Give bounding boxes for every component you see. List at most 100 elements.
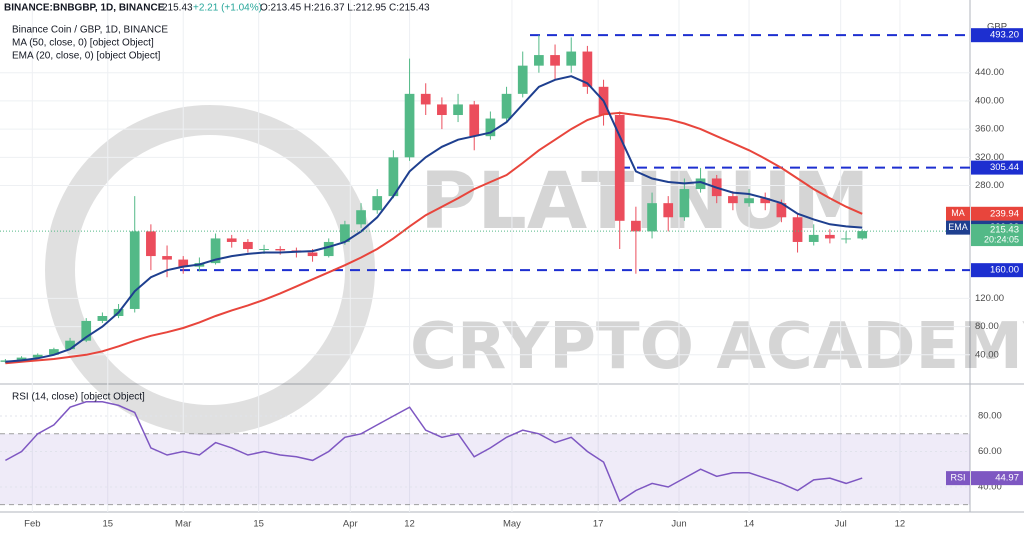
candle-body	[485, 118, 496, 137]
candle-body	[437, 104, 447, 116]
y-tick-label: 80.00	[978, 411, 1002, 422]
candle-body	[259, 249, 269, 251]
candle-body	[372, 196, 383, 211]
candle-body	[825, 234, 835, 239]
candle-body	[243, 241, 253, 250]
candle-body	[550, 55, 560, 66]
x-tick-label: Apr	[343, 519, 358, 530]
legend-entry: EMA (20, close, 0) [object Object]	[12, 51, 161, 62]
candle-body	[534, 55, 544, 66]
x-tick-label: Mar	[175, 519, 191, 530]
indicator-tag-box	[946, 206, 970, 221]
candle-body	[340, 224, 350, 242]
level-badge	[971, 160, 1023, 175]
indicator-line	[5, 111, 863, 365]
candle-body	[841, 238, 851, 240]
candle-body	[32, 354, 43, 358]
candle-body	[792, 217, 803, 242]
candle-body	[420, 93, 431, 105]
candle-body	[679, 189, 690, 218]
candle-body	[307, 252, 318, 257]
candle-body	[356, 210, 366, 225]
candle-body	[760, 198, 771, 204]
plot	[0, 0, 970, 512]
x-tick-label: Jun	[671, 519, 686, 530]
candle-body	[210, 238, 221, 264]
rsi-line	[5, 401, 863, 503]
level-value: 305.44	[990, 162, 1019, 173]
price-badge	[971, 224, 1023, 247]
level-badge	[971, 263, 1023, 278]
rsi-title: RSI (14, close) [object Object]	[12, 392, 145, 403]
candle-body	[663, 203, 674, 218]
rsi-badge	[971, 471, 1023, 486]
candle-body	[275, 249, 286, 251]
candle-body	[388, 157, 399, 197]
candle-body	[65, 340, 75, 350]
indicator-tag: MA	[951, 208, 965, 218]
candle-body	[614, 115, 625, 221]
candle-body	[808, 234, 819, 242]
rsi-value: 44.97	[995, 473, 1019, 484]
candle-body	[16, 357, 27, 361]
candle-body	[323, 241, 334, 257]
rsi-band	[0, 433, 970, 505]
indicator-tag: EMA	[948, 222, 968, 232]
indicator-value: 239.94	[990, 208, 1019, 219]
candle-body	[97, 316, 108, 321]
symbol: BINANCE:BNBGBP, 1D, BINANCE	[4, 3, 165, 14]
y-tick-label: 320.00	[975, 152, 1004, 163]
candle-body	[744, 198, 754, 204]
y-tick-label: 60.00	[978, 446, 1002, 457]
indicator-badge	[971, 206, 1023, 221]
candle-body	[647, 203, 657, 232]
candle-body	[857, 231, 868, 239]
indicator-line	[5, 75, 863, 363]
change: +2.21 (+1.04%)	[193, 3, 262, 14]
x-tick-label: 15	[102, 519, 113, 530]
candle-body	[566, 51, 577, 66]
candle-body	[728, 196, 738, 204]
y-tick-label: 440.00	[975, 67, 1004, 78]
x-tick-label: 12	[895, 519, 906, 530]
candle-body	[404, 93, 415, 158]
watermark-text: CRYPTO ACADEMY	[410, 310, 1024, 384]
last-price: 215.43	[162, 3, 193, 14]
candle-body	[178, 259, 189, 267]
x-tick-label: May	[503, 519, 521, 530]
price-value: 215.43	[990, 225, 1019, 236]
candle-body	[129, 231, 140, 309]
candle-body	[631, 220, 641, 232]
x-tick-label: Jul	[835, 519, 847, 530]
indicator-tag-box	[946, 220, 970, 235]
candle-body	[49, 349, 59, 355]
ohlc: O:213.45 H:216.37 L:212.95 C:215.43	[260, 3, 430, 14]
level-value: 493.20	[990, 30, 1019, 41]
candle-body	[517, 65, 528, 94]
y-tick-label: 120.00	[975, 293, 1004, 304]
candle-body	[582, 51, 593, 87]
candle-body	[501, 93, 512, 119]
candle-body	[226, 238, 237, 242]
countdown: 20:24:05	[984, 234, 1019, 244]
candle-body	[146, 231, 156, 257]
y-tick-label: 360.00	[975, 124, 1004, 135]
candle-body	[162, 256, 172, 260]
y-tick-label: 400.00	[975, 95, 1004, 106]
chart-title: Binance Coin / GBP, 1D, BINANCE	[12, 25, 168, 36]
level-value: 160.00	[990, 265, 1019, 276]
header: BINANCE:BNBGBP, 1D, BINANCE 215.43 +2.21…	[4, 3, 1023, 530]
candle-body	[453, 104, 463, 116]
y-tick-label: 80.00	[975, 321, 999, 332]
y-tick-label: 280.00	[975, 180, 1004, 191]
x-tick-label: 17	[593, 519, 604, 530]
candle-body	[776, 203, 787, 218]
currency: GBP	[987, 22, 1007, 33]
y-tick-label: 40.00	[978, 481, 1002, 492]
x-tick-label: 15	[253, 519, 264, 530]
candle-body	[469, 104, 480, 137]
rsi-tag: RSI	[950, 473, 965, 483]
level-badge	[971, 28, 1023, 43]
x-tick-label: 14	[744, 519, 755, 530]
